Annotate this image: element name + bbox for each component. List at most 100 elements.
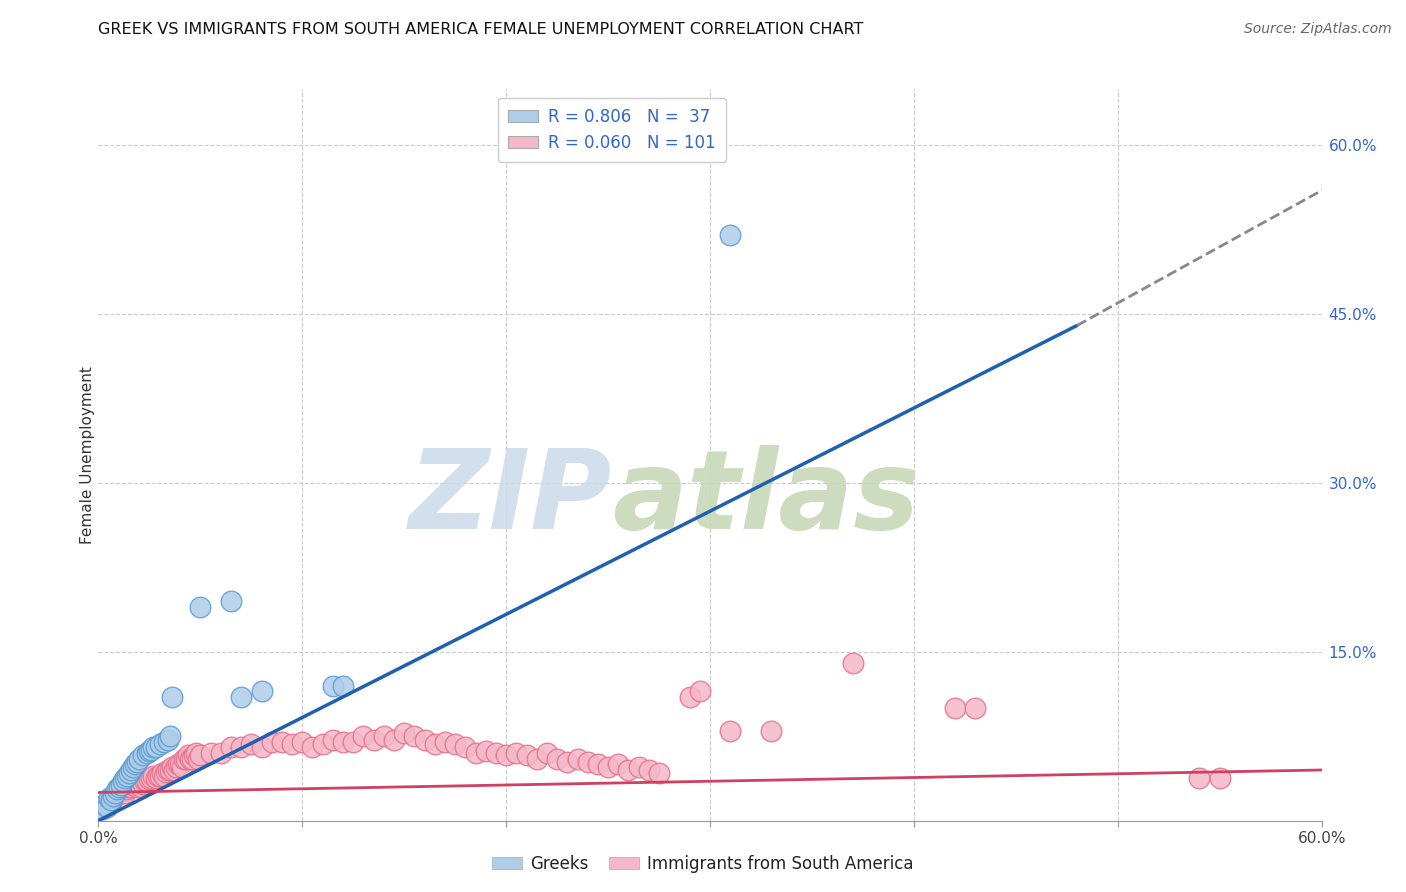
Point (93, 799, 115, 814)
Point (546, 752, 568, 766)
Point (167, 757, 190, 772)
Point (96, 797, 118, 811)
Point (312, 737, 335, 751)
Point (181, 752, 204, 766)
Point (332, 735, 354, 749)
Point (586, 757, 609, 772)
Point (128, 752, 150, 766)
Point (679, 690, 702, 704)
Point (170, 759, 193, 773)
Point (115, 769, 138, 783)
Point (114, 771, 136, 785)
Point (159, 729, 181, 743)
Point (132, 748, 155, 763)
Point (129, 780, 152, 794)
Point (281, 737, 304, 751)
Point (142, 740, 165, 755)
Point (118, 766, 141, 780)
Point (943, 701, 966, 715)
Point (526, 752, 548, 766)
Point (322, 732, 344, 747)
Point (516, 748, 538, 763)
Text: GREEK VS IMMIGRANTS FROM SOUTH AMERICA FEMALE UNEMPLOYMENT CORRELATION CHART: GREEK VS IMMIGRANTS FROM SOUTH AMERICA F… (98, 22, 863, 37)
Point (536, 746, 558, 760)
Point (104, 785, 127, 799)
Point (108, 780, 131, 794)
Point (134, 774, 156, 789)
Point (122, 778, 145, 792)
Point (841, 656, 863, 670)
Point (141, 771, 163, 785)
Point (152, 769, 174, 783)
Point (169, 757, 191, 772)
Point (145, 740, 167, 755)
Point (240, 737, 263, 751)
Point (342, 735, 364, 749)
Point (156, 732, 179, 747)
Point (188, 599, 212, 614)
Point (617, 763, 640, 777)
Point (373, 729, 395, 743)
Point (219, 740, 242, 755)
Legend: Greeks, Immigrants from South America: Greeks, Immigrants from South America (485, 848, 921, 880)
Point (91, 802, 114, 816)
Point (557, 755, 579, 769)
Point (105, 782, 128, 797)
Point (114, 785, 136, 799)
Point (122, 759, 145, 773)
Point (250, 740, 273, 755)
Point (128, 778, 150, 792)
Point (413, 732, 436, 747)
Point (93, 797, 115, 811)
Legend: R = 0.806   N =  37, R = 0.060   N = 101: R = 0.806 N = 37, R = 0.060 N = 101 (498, 97, 725, 161)
Point (1209, 771, 1232, 785)
Point (124, 757, 146, 772)
Point (101, 789, 124, 803)
Point (138, 772, 160, 786)
Point (150, 766, 173, 780)
Point (183, 748, 205, 763)
Point (108, 785, 131, 799)
Point (301, 740, 323, 755)
Point (363, 732, 385, 747)
Point (97, 791, 120, 805)
Point (132, 776, 155, 790)
Point (186, 746, 208, 760)
Point (188, 748, 212, 763)
Point (231, 740, 253, 755)
Point (160, 690, 183, 704)
Point (145, 771, 167, 785)
Point (141, 743, 163, 757)
Point (101, 791, 124, 805)
Point (404, 729, 426, 743)
Point (382, 732, 405, 747)
Point (474, 744, 498, 758)
Point (720, 228, 742, 243)
Point (111, 782, 134, 797)
Point (173, 752, 195, 766)
Point (638, 763, 661, 777)
Point (142, 769, 165, 783)
Point (689, 684, 711, 698)
Point (187, 752, 209, 766)
Text: atlas: atlas (612, 445, 920, 552)
Point (136, 774, 159, 789)
Point (97, 793, 120, 807)
Point (598, 759, 620, 773)
Point (332, 679, 354, 693)
Point (165, 759, 187, 773)
Point (485, 746, 508, 760)
Point (352, 729, 374, 743)
Point (250, 684, 273, 698)
Point (392, 726, 416, 740)
Point (291, 735, 314, 749)
Point (423, 737, 446, 751)
Point (260, 735, 283, 749)
Point (96, 800, 118, 814)
Point (209, 746, 232, 760)
Point (505, 746, 527, 760)
Text: ZIP: ZIP (409, 445, 612, 552)
Point (111, 774, 134, 789)
Point (120, 763, 142, 777)
Point (163, 763, 186, 777)
